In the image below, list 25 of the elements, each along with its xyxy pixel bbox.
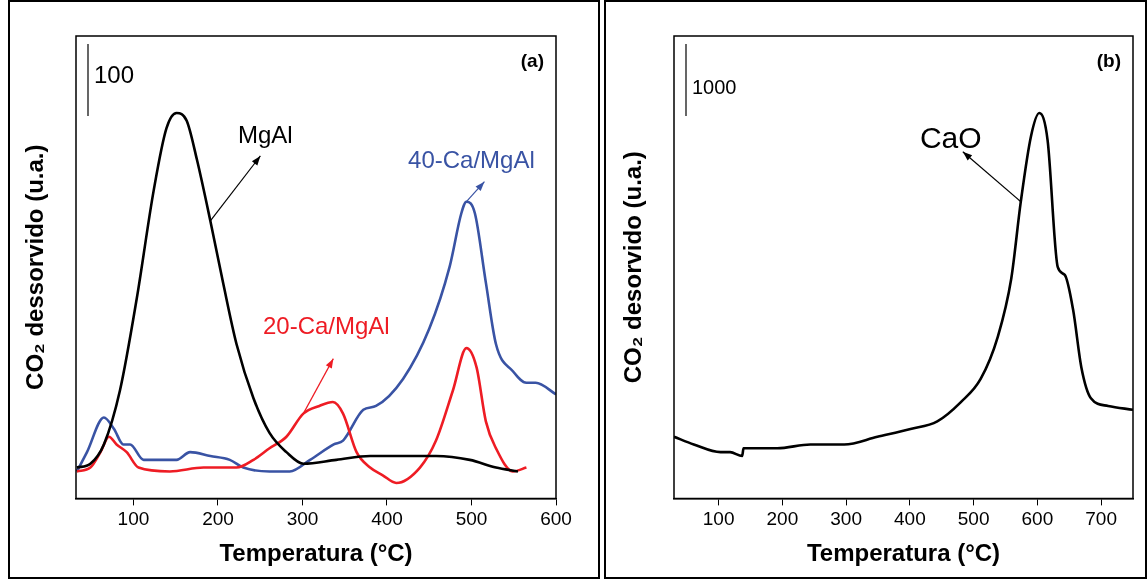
y-axis-title: CO₂ dessorvido (u.a.) xyxy=(20,144,48,390)
x-tick-label: 400 xyxy=(371,508,403,530)
x-tick-label: 100 xyxy=(702,508,735,530)
x-axis-title: Temperatura (°C) xyxy=(806,539,1001,567)
x-tick-label: 300 xyxy=(830,508,862,530)
x-tick-label: 300 xyxy=(286,508,319,530)
x-tick-label: 500 xyxy=(957,508,990,530)
text: 1000 xyxy=(692,75,737,98)
series-label: MgAl xyxy=(238,120,293,148)
x-tick-label: 600 xyxy=(540,508,572,530)
series-label: 40-Ca/MgAl xyxy=(408,146,535,174)
x-tick-label: 200 xyxy=(766,508,799,530)
text: (b) xyxy=(1096,50,1121,72)
x-tick-label: 200 xyxy=(202,508,234,530)
y-axis-title: CO₂ desorvido (u.a.) xyxy=(618,151,646,384)
series-label: CaO xyxy=(919,120,982,154)
x-tick-label: 600 xyxy=(1021,508,1054,530)
text: 20-Ca/MgAl xyxy=(262,312,390,340)
x-tick-label: 700 xyxy=(1085,508,1117,530)
text: (a) xyxy=(520,50,544,72)
x-axis-title: Temperatura (°C) xyxy=(219,539,413,567)
x-tick-label: 100 xyxy=(117,508,150,530)
x-tick-label: 500 xyxy=(455,508,488,530)
x-tick-label: 400 xyxy=(894,508,926,530)
text: 100 xyxy=(94,60,135,88)
